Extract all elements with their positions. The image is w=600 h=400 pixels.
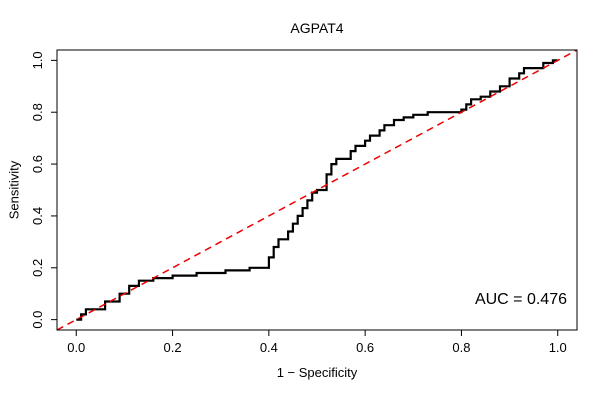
y-tick-label: 1.0 — [30, 51, 45, 69]
y-tick-label: 0.4 — [30, 207, 45, 225]
y-tick-label: 0.0 — [30, 311, 45, 329]
y-axis-label: Sensitivity — [6, 160, 22, 220]
x-tick-label: 0.2 — [164, 340, 182, 355]
y-tick-label: 0.8 — [30, 103, 45, 121]
plot-box — [56, 49, 578, 331]
x-axis-label: 1 − Specificity — [276, 365, 358, 380]
x-tick-label: 0.6 — [356, 340, 374, 355]
y-tick-label: 0.2 — [30, 259, 45, 277]
y-tick-label: 0.6 — [30, 155, 45, 173]
roc-curve-line — [76, 59, 558, 321]
x-tick-label: 1.0 — [549, 340, 567, 355]
x-tick-label: 0.0 — [67, 340, 85, 355]
x-tick-label: 0.4 — [260, 340, 278, 355]
auc-annotation: AUC = 0.476 — [474, 291, 567, 308]
chance-diagonal-line — [56, 49, 578, 331]
chart-title: AGPAT4 — [290, 20, 344, 36]
x-tick-label: 0.8 — [452, 340, 470, 355]
